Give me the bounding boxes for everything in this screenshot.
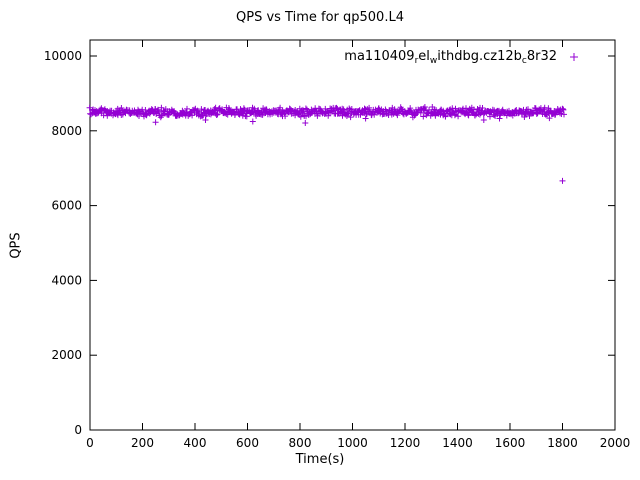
legend-label-segment: w [429,56,438,66]
svg-text:10000: 10000 [44,49,82,63]
legend-label-segment: c [521,56,527,66]
y-axis-ticks: 0 2000 4000 6000 8000 10000 [44,49,615,437]
svg-text:1400: 1400 [442,436,473,450]
svg-text:1600: 1600 [495,436,526,450]
svg-text:1000: 1000 [337,436,368,450]
svg-text:4000: 4000 [51,273,82,287]
legend-label-segment: 8r32 [526,49,557,64]
svg-text:0: 0 [86,436,94,450]
svg-text:0: 0 [74,423,82,437]
x-axis-label: Time(s) [295,452,345,467]
legend-label: ma110409relwithdbg.cz12bc8r32 [344,49,557,66]
svg-text:2000: 2000 [51,348,82,362]
svg-text:800: 800 [289,436,312,450]
chart-title: QPS vs Time for qp500.L4 [236,10,404,25]
svg-text:200: 200 [131,436,154,450]
svg-text:8000: 8000 [51,124,82,138]
svg-text:1800: 1800 [547,436,578,450]
svg-text:1200: 1200 [390,436,421,450]
svg-text:2000: 2000 [600,436,631,450]
svg-text:600: 600 [236,436,259,450]
x-axis-ticks: 0 200 400 600 800 1000 1200 1400 1600 1800 2000 [86,40,630,450]
legend-label-segment: el [418,49,430,64]
legend-label-segment: ithdbg.cz12b [437,49,522,64]
legend-label-segment: r [414,56,419,66]
svg-text:400: 400 [184,436,207,450]
plot-border [89,39,616,431]
y-axis-label: QPS [8,232,24,259]
legend-marker-icon [570,53,578,61]
scatter-points [86,104,567,184]
legend-label-segment: ma110409 [344,49,415,64]
svg-text:6000: 6000 [51,199,82,213]
